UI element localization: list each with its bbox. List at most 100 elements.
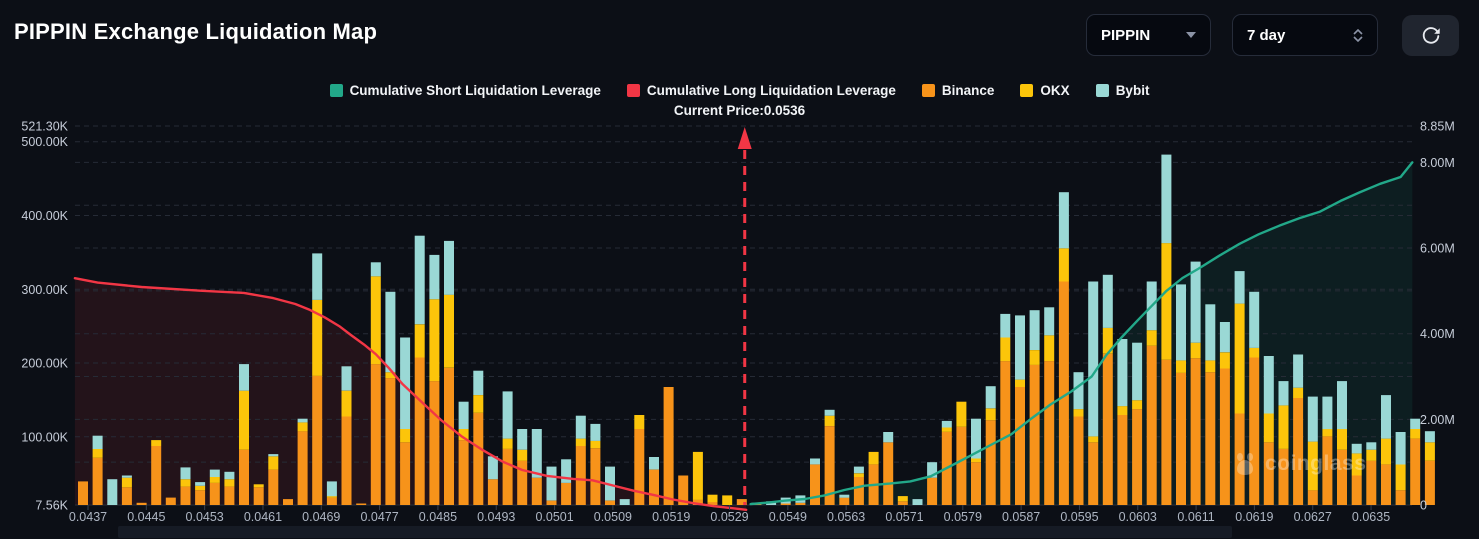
bar-segment (180, 479, 191, 487)
svg-text:0.0519: 0.0519 (652, 510, 690, 524)
bar-segment (1278, 405, 1289, 449)
bar-segment (209, 482, 220, 505)
bar-segment (429, 254, 440, 300)
bar-segment (1044, 361, 1055, 505)
bar-segment (473, 370, 484, 395)
bar-segment (1117, 406, 1128, 415)
chevron-down-icon (1186, 32, 1196, 38)
bar-segment (824, 409, 835, 416)
bar-segment (590, 448, 601, 505)
bar-segment (341, 390, 352, 417)
bar-segment (1219, 352, 1230, 369)
bar-segment (1337, 449, 1347, 505)
bar-segment (121, 487, 132, 505)
bar-segment (121, 475, 132, 478)
bar-segment (1102, 353, 1113, 505)
bar-segment (971, 418, 981, 459)
bar-segment (1029, 350, 1040, 365)
bar-segment (414, 235, 425, 325)
bar-segment (590, 440, 601, 449)
legend-item-okx[interactable]: OKX (1020, 83, 1070, 98)
bar-segment (678, 475, 689, 505)
bar-segment (1088, 442, 1099, 505)
bar-segment (385, 291, 396, 373)
bar-segment (1015, 387, 1025, 505)
bar-segment (502, 391, 513, 439)
bar-segment (1351, 453, 1362, 476)
legend-item-bybit[interactable]: Bybit (1095, 83, 1149, 98)
refresh-button[interactable] (1402, 15, 1459, 56)
bar-segment (1146, 330, 1157, 346)
legend-item-cumulative-short[interactable]: Cumulative Short Liquidation Leverage (329, 83, 601, 98)
bar-segment (839, 497, 850, 505)
bar-segment (107, 479, 118, 505)
bar-segment (239, 390, 249, 450)
bar-segment (575, 438, 586, 446)
bar-segment (517, 460, 528, 505)
bar-segment (458, 429, 469, 441)
bar-segment (195, 485, 206, 491)
bar-segment (605, 500, 615, 505)
bar-segment (692, 499, 703, 505)
bar-segment (1132, 342, 1143, 401)
bar-segment (1293, 354, 1304, 388)
bar-segment (634, 415, 645, 429)
bar-segment (1366, 449, 1377, 461)
svg-text:0.0445: 0.0445 (127, 510, 165, 524)
bar-segment (941, 427, 952, 432)
bar-segment (1015, 315, 1025, 380)
svg-text:0.0635: 0.0635 (1352, 510, 1390, 524)
bar-segment (795, 502, 806, 505)
bar-segment (268, 469, 279, 505)
legend-item-binance[interactable]: Binance (921, 83, 994, 98)
svg-text:0.0501: 0.0501 (535, 510, 573, 524)
bar-segment (1176, 360, 1186, 373)
bar-segment (1000, 337, 1011, 362)
bar-segment (1146, 345, 1157, 505)
paw-logo-icon (1237, 453, 1253, 475)
bar-segment (312, 375, 323, 505)
bar-segment (810, 464, 820, 505)
svg-text:0.0437: 0.0437 (69, 510, 107, 524)
long-leverage-swatch-icon (626, 84, 640, 97)
bar-segment (326, 497, 337, 505)
bar-segment (546, 466, 557, 501)
bar-segment (1249, 291, 1260, 348)
coin-select-dropdown[interactable]: PIPPIN (1086, 14, 1211, 56)
bar-segment (502, 438, 513, 449)
bar-segment (634, 429, 645, 505)
bar-segment (458, 401, 469, 429)
bar-segment (253, 487, 264, 505)
bar-segment (1249, 347, 1260, 358)
svg-text:0.0627: 0.0627 (1294, 510, 1332, 524)
svg-text:0.0595: 0.0595 (1060, 510, 1098, 524)
bar-segment (1395, 490, 1406, 505)
datazoom-track[interactable] (118, 526, 1232, 538)
bar-segment (224, 486, 235, 505)
bar-segment (1234, 413, 1245, 505)
bar-segment (853, 473, 864, 477)
bar-segment (971, 462, 981, 505)
bar-segment (400, 442, 411, 505)
bar-segment (1293, 387, 1304, 398)
bar-segment (897, 496, 908, 502)
bar-segment (1190, 342, 1201, 359)
bar-segment (619, 499, 630, 505)
period-select-dropdown[interactable]: 7 day (1232, 14, 1378, 56)
bar-segment (1263, 356, 1274, 414)
bar-segment (1190, 261, 1201, 343)
refresh-icon (1422, 26, 1440, 44)
legend-item-cumulative-long[interactable]: Cumulative Long Liquidation Leverage (626, 83, 896, 98)
bar-segment (400, 429, 411, 443)
bar-segment (561, 459, 572, 483)
bar-segment (1278, 448, 1289, 505)
bar-segment (1395, 464, 1406, 491)
bar-segment (283, 499, 293, 505)
bar-segment (1088, 281, 1099, 437)
bar-segment (590, 423, 601, 441)
coinglass-watermark: coinglass (1232, 451, 1366, 477)
bar-segment (1351, 443, 1362, 454)
svg-text:0.0453: 0.0453 (186, 510, 224, 524)
lines-layer (73, 161, 1414, 511)
